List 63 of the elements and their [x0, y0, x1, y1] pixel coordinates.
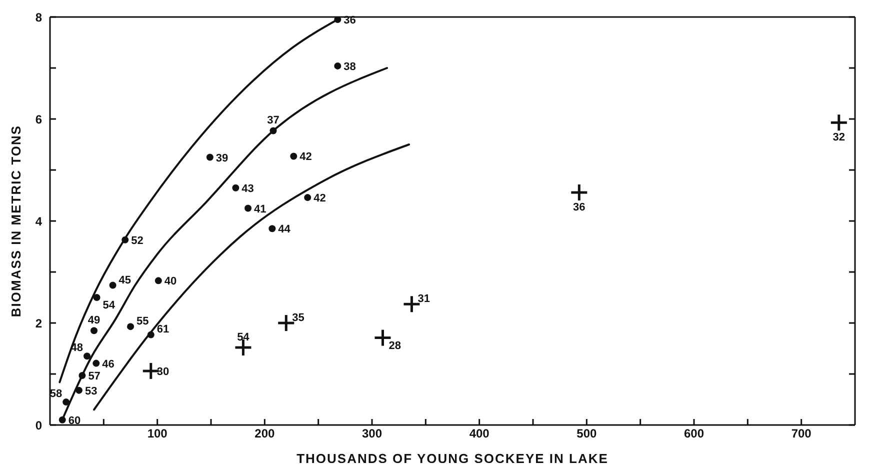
x-tick-label: 400	[469, 426, 490, 441]
x-tick-label: 500	[576, 426, 597, 441]
point	[92, 360, 100, 367]
point	[290, 152, 298, 160]
annotation: 60	[68, 414, 81, 427]
annotation: 52	[131, 234, 144, 247]
annotation: 55	[136, 316, 149, 328]
point	[93, 294, 100, 301]
point	[270, 127, 277, 134]
x-tick-label: 600	[684, 426, 704, 441]
annotation: 30	[156, 366, 170, 378]
annotation: 35	[292, 312, 304, 324]
point	[206, 154, 214, 161]
annotation: 43	[242, 182, 254, 195]
annotation: 57	[88, 370, 100, 383]
point	[304, 194, 312, 202]
point	[268, 225, 276, 232]
annotation: 53	[84, 385, 98, 398]
annotation: 54	[102, 300, 116, 312]
point	[334, 62, 342, 70]
annotation: 44	[278, 224, 292, 236]
x-tick-label: 200	[254, 426, 275, 441]
point	[244, 204, 252, 212]
point	[122, 236, 129, 244]
point	[78, 372, 86, 380]
point	[154, 277, 162, 284]
point	[147, 331, 154, 338]
annotation: 38	[344, 60, 356, 73]
annotation: 61	[156, 324, 170, 336]
y-tick-label: 8	[35, 10, 42, 24]
annotation: 36	[573, 201, 586, 214]
y-tick-label: 6	[35, 112, 42, 126]
x-axis-title: THOUSANDS OF YOUNG SOCKEYE IN LAKE	[296, 451, 608, 466]
annotation: 42	[300, 151, 312, 164]
x-tick-label: 300	[362, 426, 382, 441]
point	[62, 398, 70, 406]
annotation: 32	[832, 132, 846, 144]
annotation: 31	[418, 293, 430, 306]
point	[75, 386, 82, 394]
annotation: 54	[237, 331, 250, 344]
point	[109, 282, 116, 289]
annotation: 58	[50, 388, 62, 400]
x-tick-label: 100	[147, 426, 168, 441]
annotation: 28	[388, 340, 401, 352]
point	[84, 352, 91, 360]
annotation: 41	[254, 203, 266, 216]
annotation: 46	[102, 358, 114, 370]
point	[90, 327, 98, 334]
y-tick-label: 2	[35, 316, 42, 330]
annotation: 49	[88, 314, 100, 327]
x-tick-label: 700	[791, 426, 812, 441]
y-tick-label: 0	[35, 418, 42, 432]
point	[58, 416, 66, 424]
annotation: 45	[118, 274, 132, 286]
point	[334, 17, 342, 24]
annotation: 39	[216, 152, 228, 164]
point	[232, 184, 240, 192]
annotation: 40	[164, 276, 177, 288]
y-tick-label: 4	[35, 214, 42, 228]
y-axis-title: BIOMASS IN METRIC TONS	[8, 124, 24, 318]
annotation: 37	[267, 114, 280, 127]
annotation: 42	[314, 192, 326, 205]
point	[127, 323, 134, 330]
